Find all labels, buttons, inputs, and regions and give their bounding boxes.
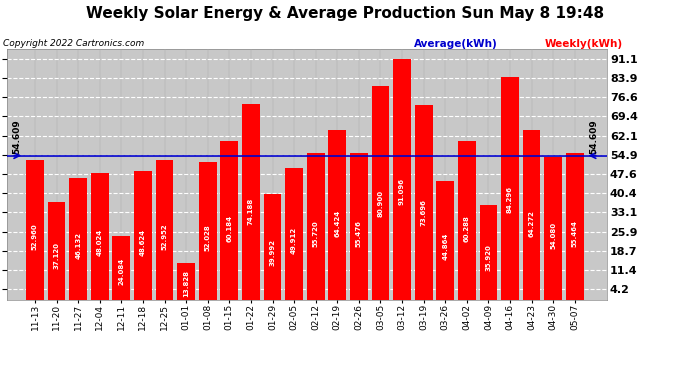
Text: 60.288: 60.288 [464,215,470,242]
Bar [69,178,87,300]
Bar [523,130,540,300]
Text: 52.952: 52.952 [161,224,168,250]
Bar [242,104,259,300]
Text: 55.720: 55.720 [313,220,319,247]
Bar [91,173,108,300]
Text: 52.960: 52.960 [32,224,38,251]
Bar [156,160,173,300]
Bar [285,168,303,300]
Bar [264,194,282,300]
Text: 64.272: 64.272 [529,210,535,237]
Bar [544,157,562,300]
Bar [48,202,66,300]
Text: 74.188: 74.188 [248,198,254,225]
Bar [480,205,497,300]
Text: 48.624: 48.624 [140,229,146,256]
Text: 52.028: 52.028 [205,225,210,252]
Bar [307,153,324,300]
Text: 54.080: 54.080 [550,222,556,249]
Bar [372,86,389,300]
Text: Copyright 2022 Cartronics.com: Copyright 2022 Cartronics.com [3,39,145,48]
Text: 54.609: 54.609 [590,120,599,154]
Bar [393,59,411,300]
Bar [134,171,152,300]
Text: 35.920: 35.920 [486,244,491,271]
Text: 44.864: 44.864 [442,233,448,260]
Text: 55.464: 55.464 [572,220,578,248]
Bar [328,130,346,300]
Text: 55.476: 55.476 [356,220,362,248]
Text: 54.609: 54.609 [12,120,21,154]
Bar [350,153,368,300]
Text: 39.992: 39.992 [270,239,275,266]
Bar [458,141,475,300]
Text: 60.184: 60.184 [226,215,233,242]
Bar [177,263,195,300]
Text: 80.900: 80.900 [377,190,384,217]
Bar [501,77,519,300]
Bar [415,105,433,300]
Text: 64.424: 64.424 [334,210,340,237]
Text: 13.828: 13.828 [183,270,189,297]
Text: 24.084: 24.084 [119,258,124,285]
Text: 37.120: 37.120 [54,242,59,269]
Text: 46.132: 46.132 [75,232,81,259]
Text: Weekly Solar Energy & Average Production Sun May 8 19:48: Weekly Solar Energy & Average Production… [86,6,604,21]
Text: 73.696: 73.696 [421,199,426,226]
Text: 48.024: 48.024 [97,229,103,256]
Bar [199,162,217,300]
Bar [112,236,130,300]
Text: 49.912: 49.912 [291,227,297,254]
Text: 91.096: 91.096 [399,178,405,205]
Text: Weekly(kWh): Weekly(kWh) [545,39,623,50]
Text: Average(kWh): Average(kWh) [414,39,497,50]
Bar [221,141,238,300]
Bar [26,160,44,300]
Bar [436,182,454,300]
Bar [566,153,584,300]
Text: 84.296: 84.296 [507,186,513,213]
